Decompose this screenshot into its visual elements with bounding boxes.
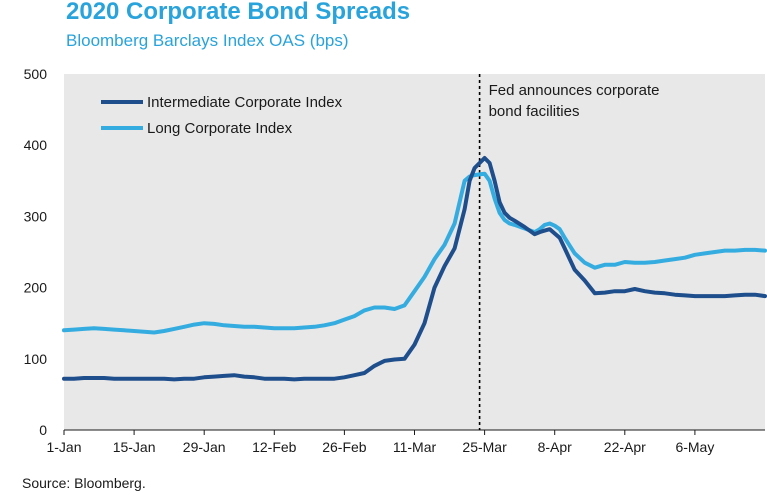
x-tick-label: 8-Apr [538, 439, 573, 455]
y-tick-label: 400 [24, 137, 48, 153]
y-tick-label: 200 [24, 280, 48, 296]
x-tick-label: 11-Mar [393, 439, 437, 455]
x-tick-label: 29-Jan [183, 439, 226, 455]
y-tick-label: 300 [24, 208, 48, 224]
x-tick-label: 6-May [675, 439, 714, 455]
x-axis: 1-Jan 15-Jan 29-Jan 12-Feb 26-Feb 11-Mar 25-Ma… [46, 430, 714, 455]
chart-title: 2020 Corporate Bond Spreads [66, 0, 411, 25]
legend-label-intermediate: Intermediate Corporate Index [147, 94, 343, 111]
series-group [62, 156, 767, 382]
source-note: Source: Bloomberg. [22, 475, 146, 491]
series-line-intermediate [62, 156, 767, 382]
legend: Intermediate Corporate Index Long Corpor… [101, 94, 343, 137]
y-axis: 0 100 200 300 400 500 [24, 66, 48, 438]
plot-area [64, 74, 765, 430]
x-tick-label: 22-Apr [604, 439, 646, 455]
annotation-text-line-2: bond facilities [489, 103, 580, 120]
x-tick-label: 25-Mar [462, 439, 507, 455]
y-tick-label: 500 [24, 66, 48, 82]
x-tick-label: 15-Jan [113, 439, 156, 455]
y-tick-label: 0 [39, 422, 47, 438]
legend-label-long: Long Corporate Index [147, 120, 293, 137]
chart-subtitle: Bloomberg Barclays Index OAS (bps) [66, 31, 349, 50]
x-tick-label: 26-Feb [322, 439, 367, 455]
y-tick-label: 100 [24, 351, 48, 367]
annotation-text-line-1: Fed announces corporate [489, 82, 660, 99]
series-line-long [62, 171, 767, 335]
x-tick-label: 12-Feb [252, 439, 297, 455]
x-tick-label: 1-Jan [46, 439, 81, 455]
